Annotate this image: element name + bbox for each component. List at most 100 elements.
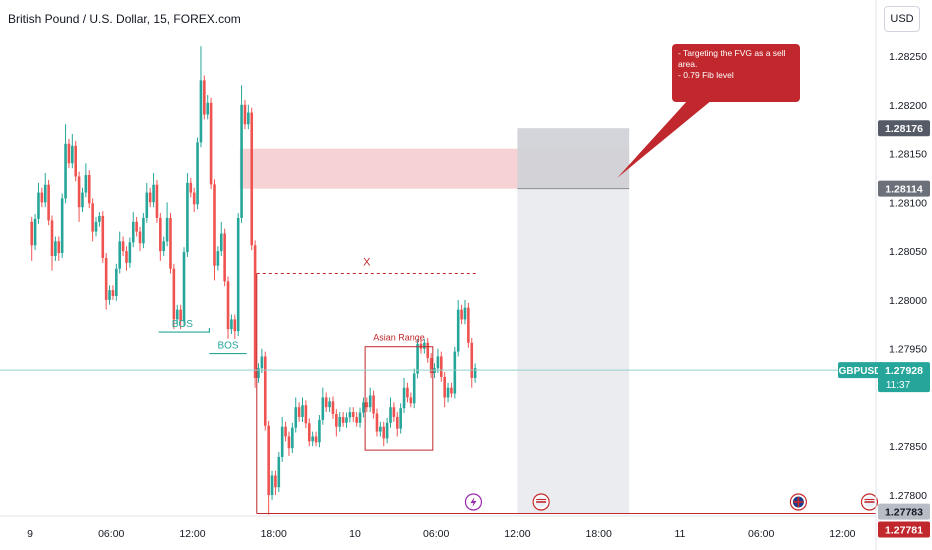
candle-up [175, 309, 179, 320]
candle-up [196, 142, 199, 205]
drawings: BOS BOS X Asian Range [0, 100, 879, 515]
candle-down [226, 281, 230, 330]
candle-up [60, 198, 64, 254]
candle-up [230, 319, 233, 330]
callout-line: - Targeting the FVG as a sell [678, 48, 786, 58]
candle-down [307, 423, 311, 442]
candle-down [375, 413, 379, 432]
candle-up [33, 218, 37, 246]
candle-down [179, 309, 182, 322]
time-tick-label: 10 [349, 528, 361, 540]
candle-up [219, 233, 223, 252]
candle-up [280, 426, 284, 457]
candle-down [426, 342, 430, 358]
candle-down [57, 241, 61, 254]
candle-down [351, 412, 355, 417]
candle-down [243, 104, 247, 125]
candle-up [186, 182, 189, 253]
bos-label: BOS [172, 319, 193, 330]
current-price-value: 1.27928 [885, 365, 923, 377]
candle-down [91, 203, 94, 232]
candle-down [372, 395, 375, 414]
candle-down [331, 401, 335, 415]
candle-down [209, 102, 213, 185]
candle-down [101, 215, 105, 258]
candle-up [389, 407, 392, 423]
candle-up [240, 104, 243, 218]
candle-down [443, 376, 446, 398]
candle-down [30, 221, 33, 246]
candles [30, 46, 477, 515]
time-tick-label: 11 [674, 528, 685, 540]
candle-down [287, 436, 291, 449]
candle-up [43, 184, 47, 203]
candle-up [311, 436, 314, 442]
candle-up [206, 102, 210, 115]
candle-down [87, 175, 91, 204]
currency-button[interactable]: USD [884, 6, 920, 32]
candle-up [301, 405, 304, 417]
candle-down [429, 357, 433, 374]
candle-down [406, 387, 409, 398]
candle-up [436, 356, 440, 369]
candle-down [192, 192, 196, 205]
candle-up [118, 241, 122, 269]
candle-down [470, 342, 474, 378]
candle-down [148, 192, 152, 203]
price-tick-label: 1.28000 [889, 295, 927, 307]
callout-box: - Targeting the FVG as a sell area. - 0.… [672, 44, 800, 102]
candle-down [395, 416, 399, 429]
candle-up [162, 241, 166, 252]
price-label: 1.27783 [885, 507, 923, 519]
time-tick-label: 06:00 [423, 528, 449, 540]
candle-down [263, 356, 267, 426]
candle-up [152, 184, 155, 203]
candle-up [423, 342, 426, 349]
candle-down [223, 233, 226, 282]
price-tick-label: 1.28150 [889, 149, 927, 161]
candle-up [318, 419, 321, 443]
candle-up [182, 252, 186, 322]
candle-up [199, 80, 203, 143]
price-tick-label: 1.28250 [889, 51, 927, 63]
price-axis[interactable]: 1.28250 1.28200 1.28150 1.28100 1.28050 1.280… [875, 0, 927, 550]
short-position-risk-zone [517, 128, 630, 189]
time-tick-label: 18:00 [586, 528, 612, 540]
candle-up [131, 221, 135, 243]
price-tick-label: 1.27950 [889, 344, 927, 356]
candle-down [250, 112, 254, 246]
asian-range-label: Asian Range [373, 333, 425, 343]
candle-down [111, 290, 115, 296]
candle-up [115, 268, 118, 296]
symbol-tag-bg [838, 362, 882, 379]
price-label: 1.28176 [885, 123, 923, 135]
time-tick-label: 06:00 [748, 528, 774, 540]
candle-up [142, 217, 145, 244]
candle-up [321, 397, 325, 420]
candle-down [382, 426, 386, 439]
candle-down [125, 251, 128, 263]
time-axis[interactable]: 9 06:00 12:00 18:00 10 06:00 12:00 18:00 11 06:00… [0, 515, 876, 540]
price-tick-label: 1.28100 [889, 197, 927, 209]
price-tick-label: 1.28050 [889, 246, 927, 258]
candle-up [291, 427, 294, 449]
candle-up [54, 241, 57, 256]
candle-down [40, 192, 44, 203]
candle-up [71, 145, 74, 164]
candle-up [81, 192, 84, 208]
candle-down [74, 145, 78, 177]
candle-up [145, 192, 149, 218]
drawing-zones [239, 128, 630, 514]
candle-down [355, 416, 358, 423]
candle-up [402, 387, 406, 409]
candle-down [253, 245, 257, 378]
price-tick-label: 1.27800 [889, 490, 927, 502]
candle-up [446, 387, 450, 398]
candle-down [467, 307, 470, 343]
candle-down [189, 182, 193, 193]
candle-up [385, 422, 389, 439]
price-tick-label: 1.28200 [889, 100, 927, 112]
candle-up [379, 426, 382, 432]
candle-up [247, 112, 250, 125]
